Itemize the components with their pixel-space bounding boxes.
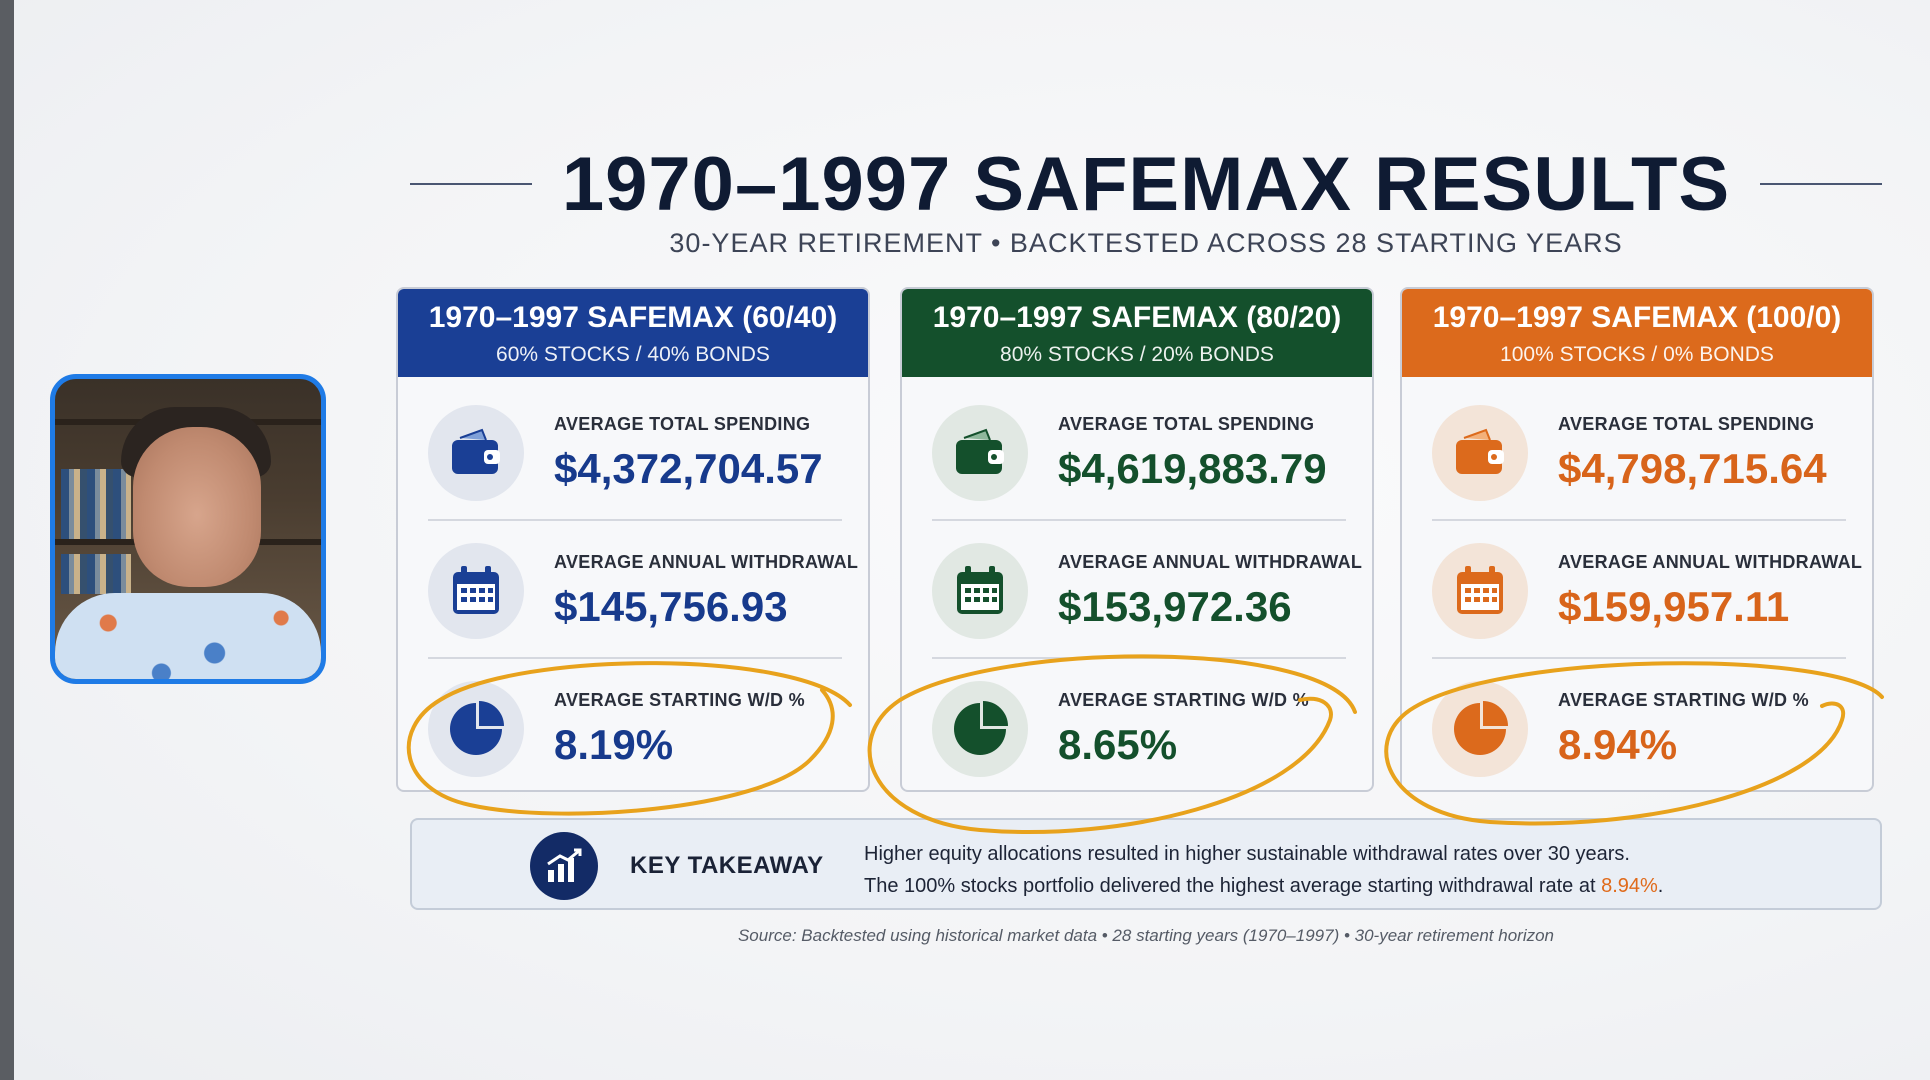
stat-label: AVERAGE STARTING W/D % <box>1058 689 1309 710</box>
wallet-icon <box>932 405 1028 501</box>
takeaway-text: Higher equity allocations resulted in hi… <box>864 838 1663 902</box>
webcam-feed[interactable] <box>50 374 326 684</box>
calendar-icon <box>428 543 524 639</box>
card-subtitle: 60% STOCKS / 40% BONDS <box>496 343 770 366</box>
stat-value: $4,372,704.57 <box>554 444 823 492</box>
key-takeaway-box: KEY TAKEAWAY Higher equity allocations r… <box>410 818 1882 910</box>
growth-chart-icon <box>530 832 598 900</box>
presenter-face <box>133 427 261 587</box>
title-row: 1970–1997 SAFEMAX RESULTS <box>410 136 1883 232</box>
stat-value: $145,756.93 <box>554 582 788 630</box>
stat-starting-wd: AVERAGE STARTING W/D % 8.65% <box>932 661 1346 790</box>
stat-label: AVERAGE TOTAL SPENDING <box>1558 413 1815 434</box>
takeaway-label: KEY TAKEAWAY <box>630 852 824 879</box>
calendar-icon <box>932 543 1028 639</box>
stat-starting-wd: AVERAGE STARTING W/D % 8.19% <box>428 661 842 790</box>
pie-chart-icon <box>428 681 524 777</box>
card-header: 1970–1997 SAFEMAX (100/0) 100% STOCKS / … <box>1402 289 1872 377</box>
presenter-shirt <box>55 593 321 679</box>
stat-starting-wd: AVERAGE STARTING W/D % 8.94% <box>1432 661 1846 790</box>
card-title: 1970–1997 SAFEMAX (100/0) <box>1432 301 1842 334</box>
card-60-40: 1970–1997 SAFEMAX (60/40) 60% STOCKS / 4… <box>396 287 870 792</box>
pie-chart-icon <box>1432 681 1528 777</box>
stat-label: AVERAGE ANNUAL WITHDRAWAL <box>1058 551 1363 572</box>
stat-value: $159,957.11 <box>1558 582 1790 630</box>
stat-label: AVERAGE TOTAL SPENDING <box>554 413 811 434</box>
stat-label: AVERAGE STARTING W/D % <box>554 689 805 710</box>
title-rule-right <box>1760 183 1883 185</box>
calendar-icon <box>1432 543 1528 639</box>
stat-total-spending: AVERAGE TOTAL SPENDING $4,619,883.79 <box>932 385 1346 521</box>
card-title: 1970–1997 SAFEMAX (80/20) <box>932 301 1342 334</box>
card-subtitle: 80% STOCKS / 20% BONDS <box>1000 343 1274 366</box>
stat-label: AVERAGE TOTAL SPENDING <box>1058 413 1315 434</box>
title-rule-left <box>410 183 532 185</box>
presentation-stage: 1970–1997 SAFEMAX RESULTS 30-YEAR RETIRE… <box>14 0 1930 1080</box>
card-100-0: 1970–1997 SAFEMAX (100/0) 100% STOCKS / … <box>1400 287 1874 792</box>
stat-label: AVERAGE STARTING W/D % <box>1558 689 1809 710</box>
wallet-icon <box>1432 405 1528 501</box>
card-subtitle: 100% STOCKS / 0% BONDS <box>1500 343 1774 366</box>
takeaway-line-2: The 100% stocks portfolio delivered the … <box>864 870 1663 902</box>
stat-value: 8.94% <box>1558 720 1678 768</box>
books <box>61 554 131 594</box>
stat-total-spending: AVERAGE TOTAL SPENDING $4,798,715.64 <box>1432 385 1846 521</box>
pie-chart-icon <box>932 681 1028 777</box>
stat-value: $153,972.36 <box>1058 582 1292 630</box>
slide-title: 1970–1997 SAFEMAX RESULTS <box>561 141 1731 227</box>
stat-annual-withdrawal: AVERAGE ANNUAL WITHDRAWAL $159,957.11 <box>1432 523 1862 659</box>
stat-total-spending: AVERAGE TOTAL SPENDING $4,372,704.57 <box>428 385 842 521</box>
card-header: 1970–1997 SAFEMAX (80/20) 80% STOCKS / 2… <box>902 289 1372 377</box>
stat-label: AVERAGE ANNUAL WITHDRAWAL <box>554 551 859 572</box>
window-edge-strip <box>0 0 14 1080</box>
card-80-20: 1970–1997 SAFEMAX (80/20) 80% STOCKS / 2… <box>900 287 1374 792</box>
stat-value: 8.65% <box>1058 720 1178 768</box>
source-note: Source: Backtested using historical mark… <box>737 926 1555 945</box>
takeaway-line-2-prefix: The 100% stocks portfolio delivered the … <box>864 875 1602 897</box>
books <box>61 469 131 539</box>
stat-value: $4,619,883.79 <box>1058 444 1327 492</box>
slide-subtitle: 30-YEAR RETIREMENT • BACKTESTED ACROSS 2… <box>669 228 1623 258</box>
takeaway-line-2-suffix: . <box>1657 875 1664 897</box>
wallet-icon <box>428 405 524 501</box>
stat-value: $4,798,715.64 <box>1558 444 1827 492</box>
takeaway-highlight: 8.94% <box>1601 875 1658 897</box>
stat-value: 8.19% <box>554 720 674 768</box>
card-title: 1970–1997 SAFEMAX (60/40) <box>428 301 838 334</box>
stat-annual-withdrawal: AVERAGE ANNUAL WITHDRAWAL $153,972.36 <box>932 523 1362 659</box>
stat-annual-withdrawal: AVERAGE ANNUAL WITHDRAWAL $145,756.93 <box>428 523 858 659</box>
takeaway-line-1: Higher equity allocations resulted in hi… <box>864 843 1630 865</box>
card-header: 1970–1997 SAFEMAX (60/40) 60% STOCKS / 4… <box>398 289 868 377</box>
stat-label: AVERAGE ANNUAL WITHDRAWAL <box>1558 551 1863 572</box>
